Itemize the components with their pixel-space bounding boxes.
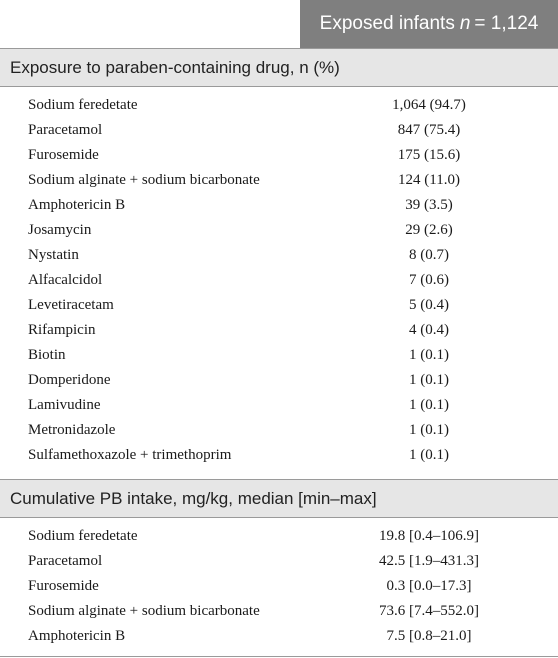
row-label: Sodium feredetate <box>28 528 138 544</box>
row-value: 7.5 [0.8–21.0] <box>386 628 472 644</box>
row-value: 39 (3.5) <box>405 197 453 213</box>
row-value: 73.6 [7.4–552.0] <box>379 603 479 619</box>
row-label: Sulfamethoxazole + trimethoprim <box>28 447 232 463</box>
row-label: Biotin <box>28 347 66 363</box>
table-row: Metronidazole 1 (0.1) <box>0 418 558 443</box>
table-row: Amphotericin B 7.5 [0.8–21.0] <box>0 624 558 649</box>
table-row: Lamivudine 1 (0.1) <box>0 393 558 418</box>
table-row: Furosemide 0.3 [0.0–17.3] <box>0 574 558 599</box>
section-header-exposure: Exposure to paraben-containing drug, n (… <box>0 48 558 87</box>
row-value: 5 (0.4) <box>409 297 449 313</box>
row-label: Domperidone <box>28 372 111 388</box>
row-label: Nystatin <box>28 247 79 263</box>
row-label: Amphotericin B <box>28 628 126 644</box>
table-row: Biotin 1 (0.1) <box>0 343 558 368</box>
column-header-label: Exposed infants <box>319 13 455 34</box>
row-label: Alfacalcidol <box>28 272 103 288</box>
column-header-n-value: = 1,124 <box>474 13 539 34</box>
column-header-exposed-infants: Exposed infants n = 1,124 <box>300 0 558 48</box>
table-row: Sodium feredetate 1,064 (94.7) <box>0 93 558 118</box>
table-row: Sodium feredetate 19.8 [0.4–106.9] <box>0 524 558 549</box>
row-value: 1 (0.1) <box>409 347 449 363</box>
row-value: 1 (0.1) <box>409 447 449 463</box>
row-value: 1 (0.1) <box>409 422 449 438</box>
row-label: Josamycin <box>28 222 92 238</box>
row-value: 7 (0.6) <box>409 272 449 288</box>
row-value: 847 (75.4) <box>397 122 461 138</box>
row-label: Furosemide <box>28 578 99 594</box>
row-value: 1 (0.1) <box>409 397 449 413</box>
table-row: Sodium alginate + sodium bicarbonate 73.… <box>0 599 558 624</box>
row-value: 8 (0.7) <box>409 247 449 263</box>
table-bottom-rule <box>0 656 558 657</box>
row-label: Sodium alginate + sodium bicarbonate <box>28 603 260 619</box>
row-value: 42.5 [1.9–431.3] <box>379 553 479 569</box>
table-row: Josamycin 29 (2.6) <box>0 218 558 243</box>
section-title: Cumulative PB intake, mg/kg, median [min… <box>10 488 377 508</box>
table-row: Nystatin 8 (0.7) <box>0 243 558 268</box>
column-header-n-symbol: n <box>459 13 471 34</box>
row-value: 124 (11.0) <box>398 172 460 188</box>
row-value: 0.3 [0.0–17.3] <box>386 578 472 594</box>
row-label: Sodium alginate + sodium bicarbonate <box>28 172 260 188</box>
row-value: 19.8 [0.4–106.9] <box>379 528 479 544</box>
table-header: Exposed infants n = 1,124 <box>0 0 558 48</box>
table-row: Amphotericin B 39 (3.5) <box>0 193 558 218</box>
row-label: Levetiracetam <box>28 297 114 313</box>
table-row: Paracetamol 42.5 [1.9–431.3] <box>0 549 558 574</box>
row-value: 1 (0.1) <box>409 372 449 388</box>
table-row: Levetiracetam 5 (0.4) <box>0 293 558 318</box>
table-row: Furosemide 175 (15.6) <box>0 143 558 168</box>
row-value: 4 (0.4) <box>409 322 449 338</box>
table-row: Rifampicin 4 (0.4) <box>0 318 558 343</box>
row-label: Lamivudine <box>28 397 101 413</box>
table-row: Sulfamethoxazole + trimethoprim 1 (0.1) <box>0 443 558 468</box>
row-label: Metronidazole <box>28 422 116 438</box>
table-row: Domperidone 1 (0.1) <box>0 368 558 393</box>
row-label: Paracetamol <box>28 553 103 569</box>
section-title: Exposure to paraben-containing drug, n (… <box>10 57 340 77</box>
table-row: Paracetamol 847 (75.4) <box>0 118 558 143</box>
table-row: Alfacalcidol 7 (0.6) <box>0 268 558 293</box>
row-label: Amphotericin B <box>28 197 126 213</box>
row-label: Furosemide <box>28 147 99 163</box>
row-label: Paracetamol <box>28 122 103 138</box>
row-value: 29 (2.6) <box>405 222 453 238</box>
row-label: Rifampicin <box>28 322 96 338</box>
table-row: Sodium alginate + sodium bicarbonate 124… <box>0 168 558 193</box>
row-label: Sodium feredetate <box>28 97 138 113</box>
row-value: 1,064 (94.7) <box>392 97 466 113</box>
section-header-cumulative-pb-intake: Cumulative PB intake, mg/kg, median [min… <box>0 479 558 518</box>
row-value: 175 (15.6) <box>397 147 461 163</box>
